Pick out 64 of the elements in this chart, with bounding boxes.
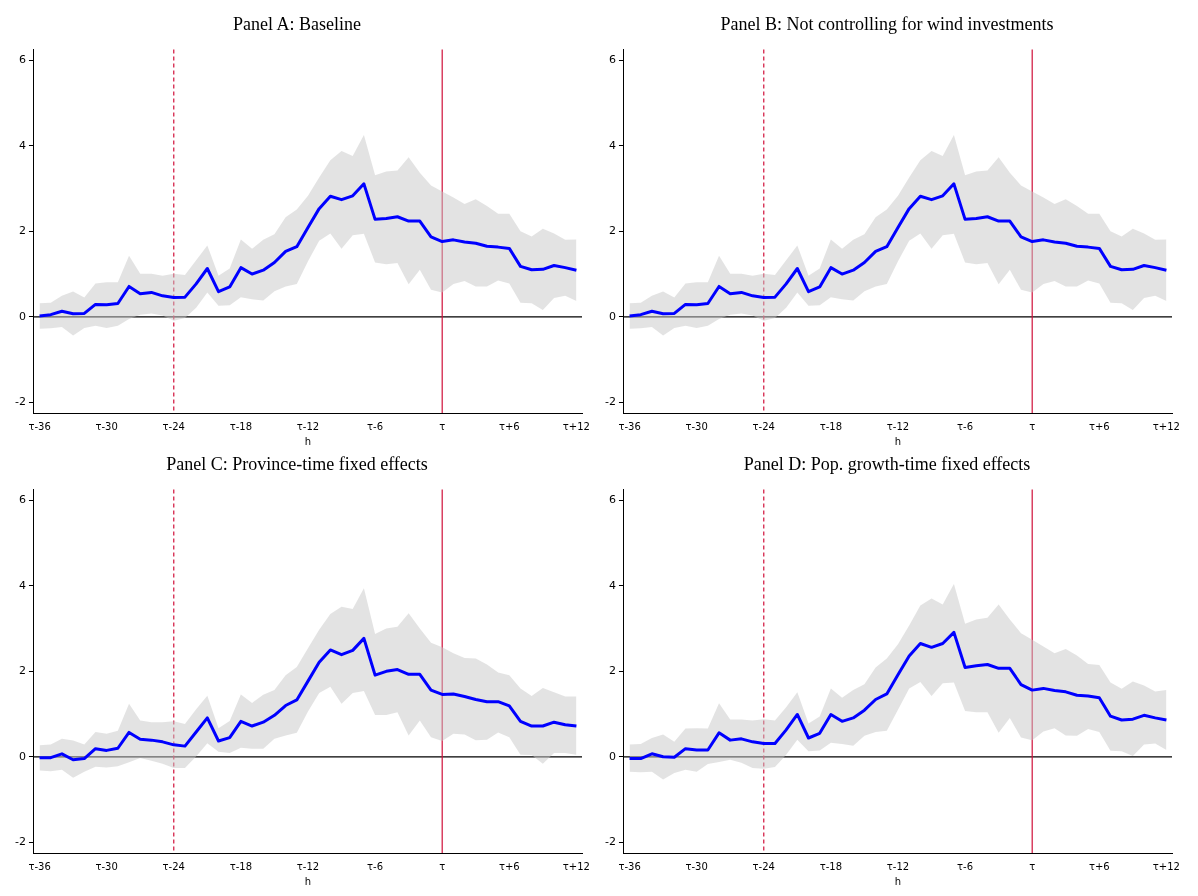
x-tick-label: τ-24: [162, 860, 185, 872]
y-tick-label: 6: [18, 493, 26, 507]
y-tick-label: 4: [18, 138, 26, 152]
x-tick-label: τ-24: [162, 420, 185, 432]
x-tick-label: τ-18: [819, 860, 843, 872]
x-tick-label: τ+12: [1152, 420, 1180, 432]
x-tick-label: τ-30: [95, 420, 118, 432]
x-tick-label: τ-12: [296, 860, 320, 872]
x-tick-label: τ-30: [685, 420, 708, 432]
x-tick-label: τ+6: [1088, 420, 1110, 432]
x-tick-label: τ: [1029, 860, 1036, 872]
x-axis-title: h: [304, 435, 312, 447]
y-tick-label: 4: [608, 138, 616, 152]
x-tick-label: τ-12: [886, 420, 910, 432]
x-tick-label: τ+12: [1152, 860, 1180, 872]
x-axis-title: h: [894, 435, 902, 447]
x-tick-label: τ-6: [957, 420, 974, 432]
y-tick-label: 6: [608, 53, 616, 67]
x-tick-label: τ-36: [28, 420, 51, 432]
x-tick-label: τ-18: [819, 420, 843, 432]
y-tick-label: 6: [608, 493, 616, 507]
y-tick-label: 2: [18, 224, 26, 238]
x-axis-title: h: [304, 875, 312, 887]
x-axis-title: h: [894, 875, 902, 887]
chart-title: Panel A: Baseline: [233, 13, 361, 34]
x-tick-label: τ-36: [28, 860, 51, 872]
x-tick-label: τ+6: [498, 860, 520, 872]
x-tick-label: τ-30: [685, 860, 708, 872]
chart-title: Panel B: Not controlling for wind investments: [720, 13, 1054, 34]
y-tick-label: -2: [605, 395, 616, 409]
x-tick-label: τ: [439, 860, 446, 872]
y-tick-label: 2: [608, 224, 616, 238]
x-tick-label: τ-12: [296, 420, 320, 432]
x-tick-label: τ+6: [498, 420, 520, 432]
x-tick-label: τ-18: [229, 860, 253, 872]
x-tick-label: τ-30: [95, 860, 118, 872]
x-tick-label: τ-12: [886, 860, 910, 872]
y-tick-label: 2: [608, 664, 616, 678]
chart-title: Panel D: Pop. growth-time fixed effects: [743, 453, 1031, 474]
y-tick-label: 0: [18, 749, 26, 763]
x-tick-label: τ: [439, 420, 446, 432]
y-tick-label: 4: [608, 578, 616, 592]
x-tick-label: τ-36: [618, 860, 641, 872]
x-tick-label: τ-24: [752, 860, 775, 872]
x-tick-label: τ-36: [618, 420, 641, 432]
y-tick-label: 2: [18, 664, 26, 678]
x-tick-label: τ-6: [367, 860, 384, 872]
y-tick-label: 0: [18, 309, 26, 323]
x-tick-label: τ+6: [1088, 860, 1110, 872]
y-tick-label: -2: [15, 835, 26, 849]
x-tick-label: τ-18: [229, 420, 253, 432]
x-tick-label: τ: [1029, 420, 1036, 432]
y-tick-label: -2: [15, 395, 26, 409]
x-tick-label: τ-24: [752, 420, 775, 432]
x-tick-label: τ+12: [562, 860, 590, 872]
y-tick-label: 0: [608, 749, 616, 763]
x-tick-label: τ+12: [562, 420, 590, 432]
x-tick-label: τ-6: [367, 420, 384, 432]
y-tick-label: 4: [18, 578, 26, 592]
y-tick-label: 6: [18, 53, 26, 67]
y-tick-label: 0: [608, 309, 616, 323]
y-tick-label: -2: [605, 835, 616, 849]
chart-title: Panel C: Province-time fixed effects: [166, 453, 428, 474]
x-tick-label: τ-6: [957, 860, 974, 872]
